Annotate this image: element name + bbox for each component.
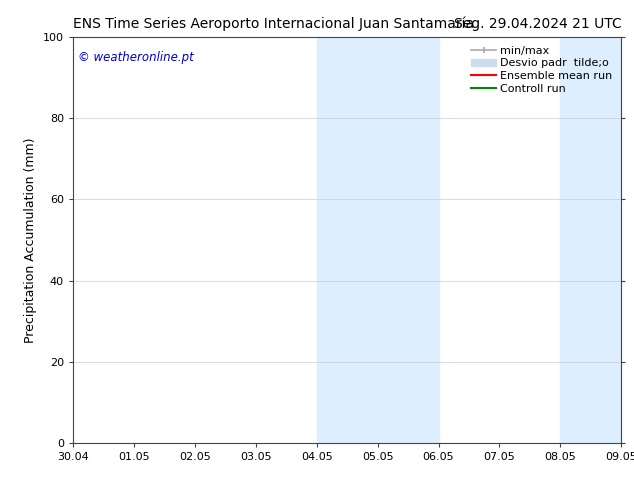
Bar <box>316 37 439 443</box>
Text: © weatheronline.pt: © weatheronline.pt <box>79 51 194 64</box>
Y-axis label: Precipitation Accumulation (mm): Precipitation Accumulation (mm) <box>24 137 37 343</box>
Text: Seg. 29.04.2024 21 UTC: Seg. 29.04.2024 21 UTC <box>453 17 621 31</box>
Title: ENS Time Series Aeroporto Internacional Juan Santamaría: ENS Time Series Aeroporto Internacional … <box>73 17 474 31</box>
Bar <box>560 37 621 443</box>
Legend: min/max, Desvio padr  tilde;o, Ensemble mean run, Controll run: min/max, Desvio padr tilde;o, Ensemble m… <box>468 42 616 98</box>
